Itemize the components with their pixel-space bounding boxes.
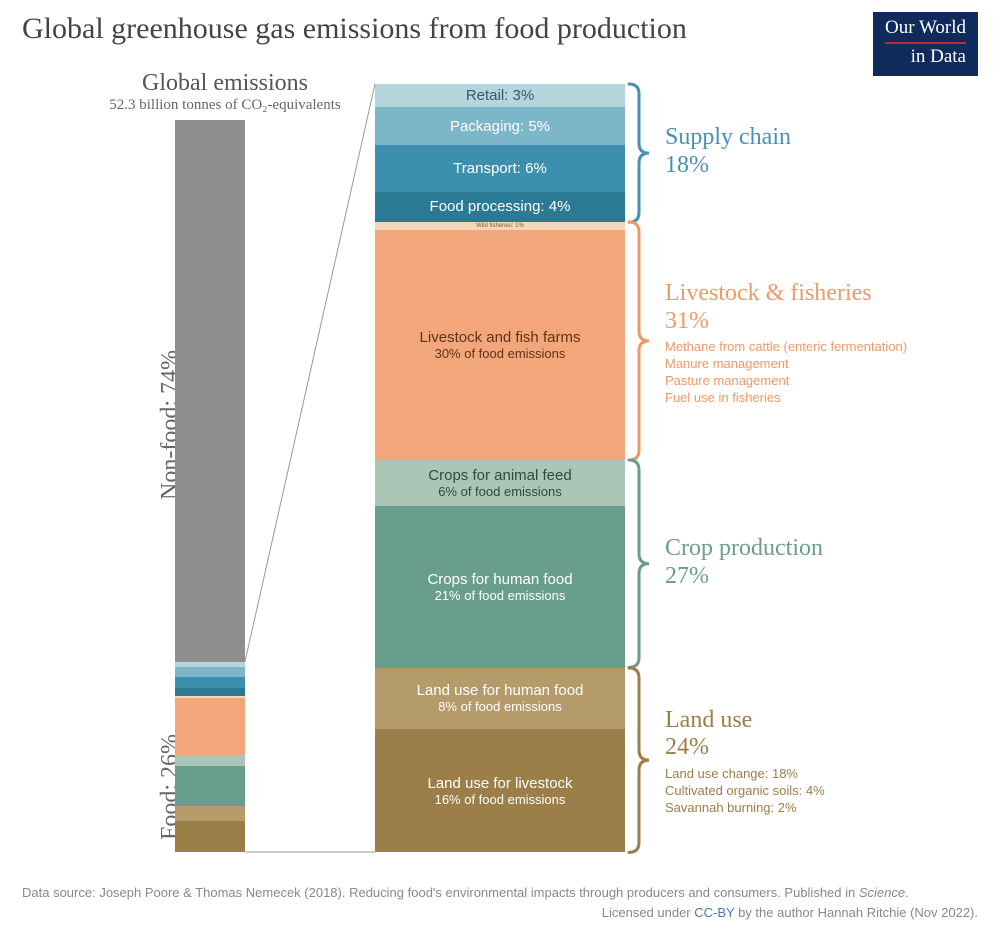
right-seg-retail-label: Retail: 3% <box>466 87 534 104</box>
right-seg-processing: Food processing: 4% <box>375 192 625 223</box>
left-seg-transport <box>175 677 245 688</box>
owid-logo: Our World in Data <box>873 12 978 76</box>
right-seg-retail: Retail: 3% <box>375 84 625 107</box>
food-emissions-breakdown-bar: Retail: 3% Packaging: 5% Transport: 6% Food… <box>375 84 625 852</box>
left-bar-header: Global emissions 52.3 billion tonnes of … <box>95 70 355 114</box>
left-seg-processing <box>175 688 245 696</box>
right-seg-humanfood: Crops for human food21% of food emission… <box>375 506 625 667</box>
right-seg-feed-label: Crops for animal feed <box>428 467 571 484</box>
right-seg-wildfish: Wild fisheries: 1% <box>375 222 625 230</box>
right-seg-feed: Crops for animal feed6% of food emission… <box>375 460 625 506</box>
left-seg-humanfood <box>175 766 245 806</box>
group-title-supply: Supply chain18% <box>665 124 955 179</box>
left-seg-landlivestock <box>175 821 245 851</box>
brace-supply <box>627 82 657 224</box>
right-seg-landlivestock: Land use for livestock16% of food emissi… <box>375 729 625 852</box>
brace-livestock <box>627 220 657 462</box>
group-label-supply: Supply chain18% <box>665 124 955 179</box>
left-seg-feed <box>175 755 245 766</box>
footer: Data source: Joseph Poore & Thomas Nemec… <box>22 884 978 922</box>
right-seg-processing-label: Food processing: 4% <box>430 198 571 215</box>
right-seg-humanfood-label: Crops for human food <box>427 571 572 588</box>
global-emissions-bar <box>175 120 245 852</box>
logo-line1: Our World <box>885 18 966 39</box>
right-seg-landhuman-sub: 8% of food emissions <box>438 699 562 714</box>
right-seg-humanfood-sub: 21% of food emissions <box>435 588 566 603</box>
right-seg-landlivestock-sub: 16% of food emissions <box>435 792 566 807</box>
page-title: Global greenhouse gas emissions from foo… <box>22 12 687 46</box>
right-seg-feed-sub: 6% of food emissions <box>438 484 562 499</box>
group-details-livestock: Methane from cattle (enteric fermentatio… <box>665 339 955 407</box>
right-seg-livestock-label: Livestock and fish farms <box>420 329 581 346</box>
right-seg-livestock: Livestock and fish farms30% of food emis… <box>375 230 625 460</box>
group-title-livestock: Livestock & fisheries31% <box>665 280 955 335</box>
left-bar-subtitle: 52.3 billion tonnes of CO₂-equivalents <box>95 97 355 114</box>
journal-name: Science <box>859 885 905 900</box>
left-seg-nonfood <box>175 120 245 662</box>
right-seg-transport-label: Transport: 6% <box>453 160 547 177</box>
right-seg-landhuman-label: Land use for human food <box>417 682 584 699</box>
group-title-crop: Crop production27% <box>665 535 955 590</box>
right-seg-transport: Transport: 6% <box>375 145 625 191</box>
group-label-crop: Crop production27% <box>665 535 955 590</box>
left-bar-title: Global emissions <box>95 70 355 97</box>
group-label-land: Land use24%Land use change: 18%Cultivate… <box>665 707 955 817</box>
left-seg-packaging <box>175 667 245 677</box>
left-seg-landhuman <box>175 806 245 821</box>
group-label-livestock: Livestock & fisheries31%Methane from cat… <box>665 280 955 407</box>
logo-line2: in Data <box>885 42 966 68</box>
group-title-land: Land use24% <box>665 707 955 762</box>
data-source: Data source: Joseph Poore & Thomas Nemec… <box>22 884 978 902</box>
brace-crop <box>627 458 657 669</box>
right-seg-landlivestock-label: Land use for livestock <box>427 775 572 792</box>
left-seg-livestock <box>175 698 245 755</box>
right-seg-packaging: Packaging: 5% <box>375 107 625 145</box>
right-seg-landhuman: Land use for human food8% of food emissi… <box>375 668 625 729</box>
license-line: Licensed under CC-BY by the author Hanna… <box>22 904 978 922</box>
right-seg-livestock-sub: 30% of food emissions <box>435 346 566 361</box>
cc-by-link[interactable]: CC-BY <box>694 905 734 920</box>
brace-land <box>627 666 657 854</box>
chart-area: Global emissions 52.3 billion tonnes of … <box>45 70 955 860</box>
right-seg-wildfish-label: Wild fisheries: 1% <box>476 223 524 229</box>
group-details-land: Land use change: 18%Cultivated organic s… <box>665 766 955 817</box>
right-seg-packaging-label: Packaging: 5% <box>450 118 550 135</box>
